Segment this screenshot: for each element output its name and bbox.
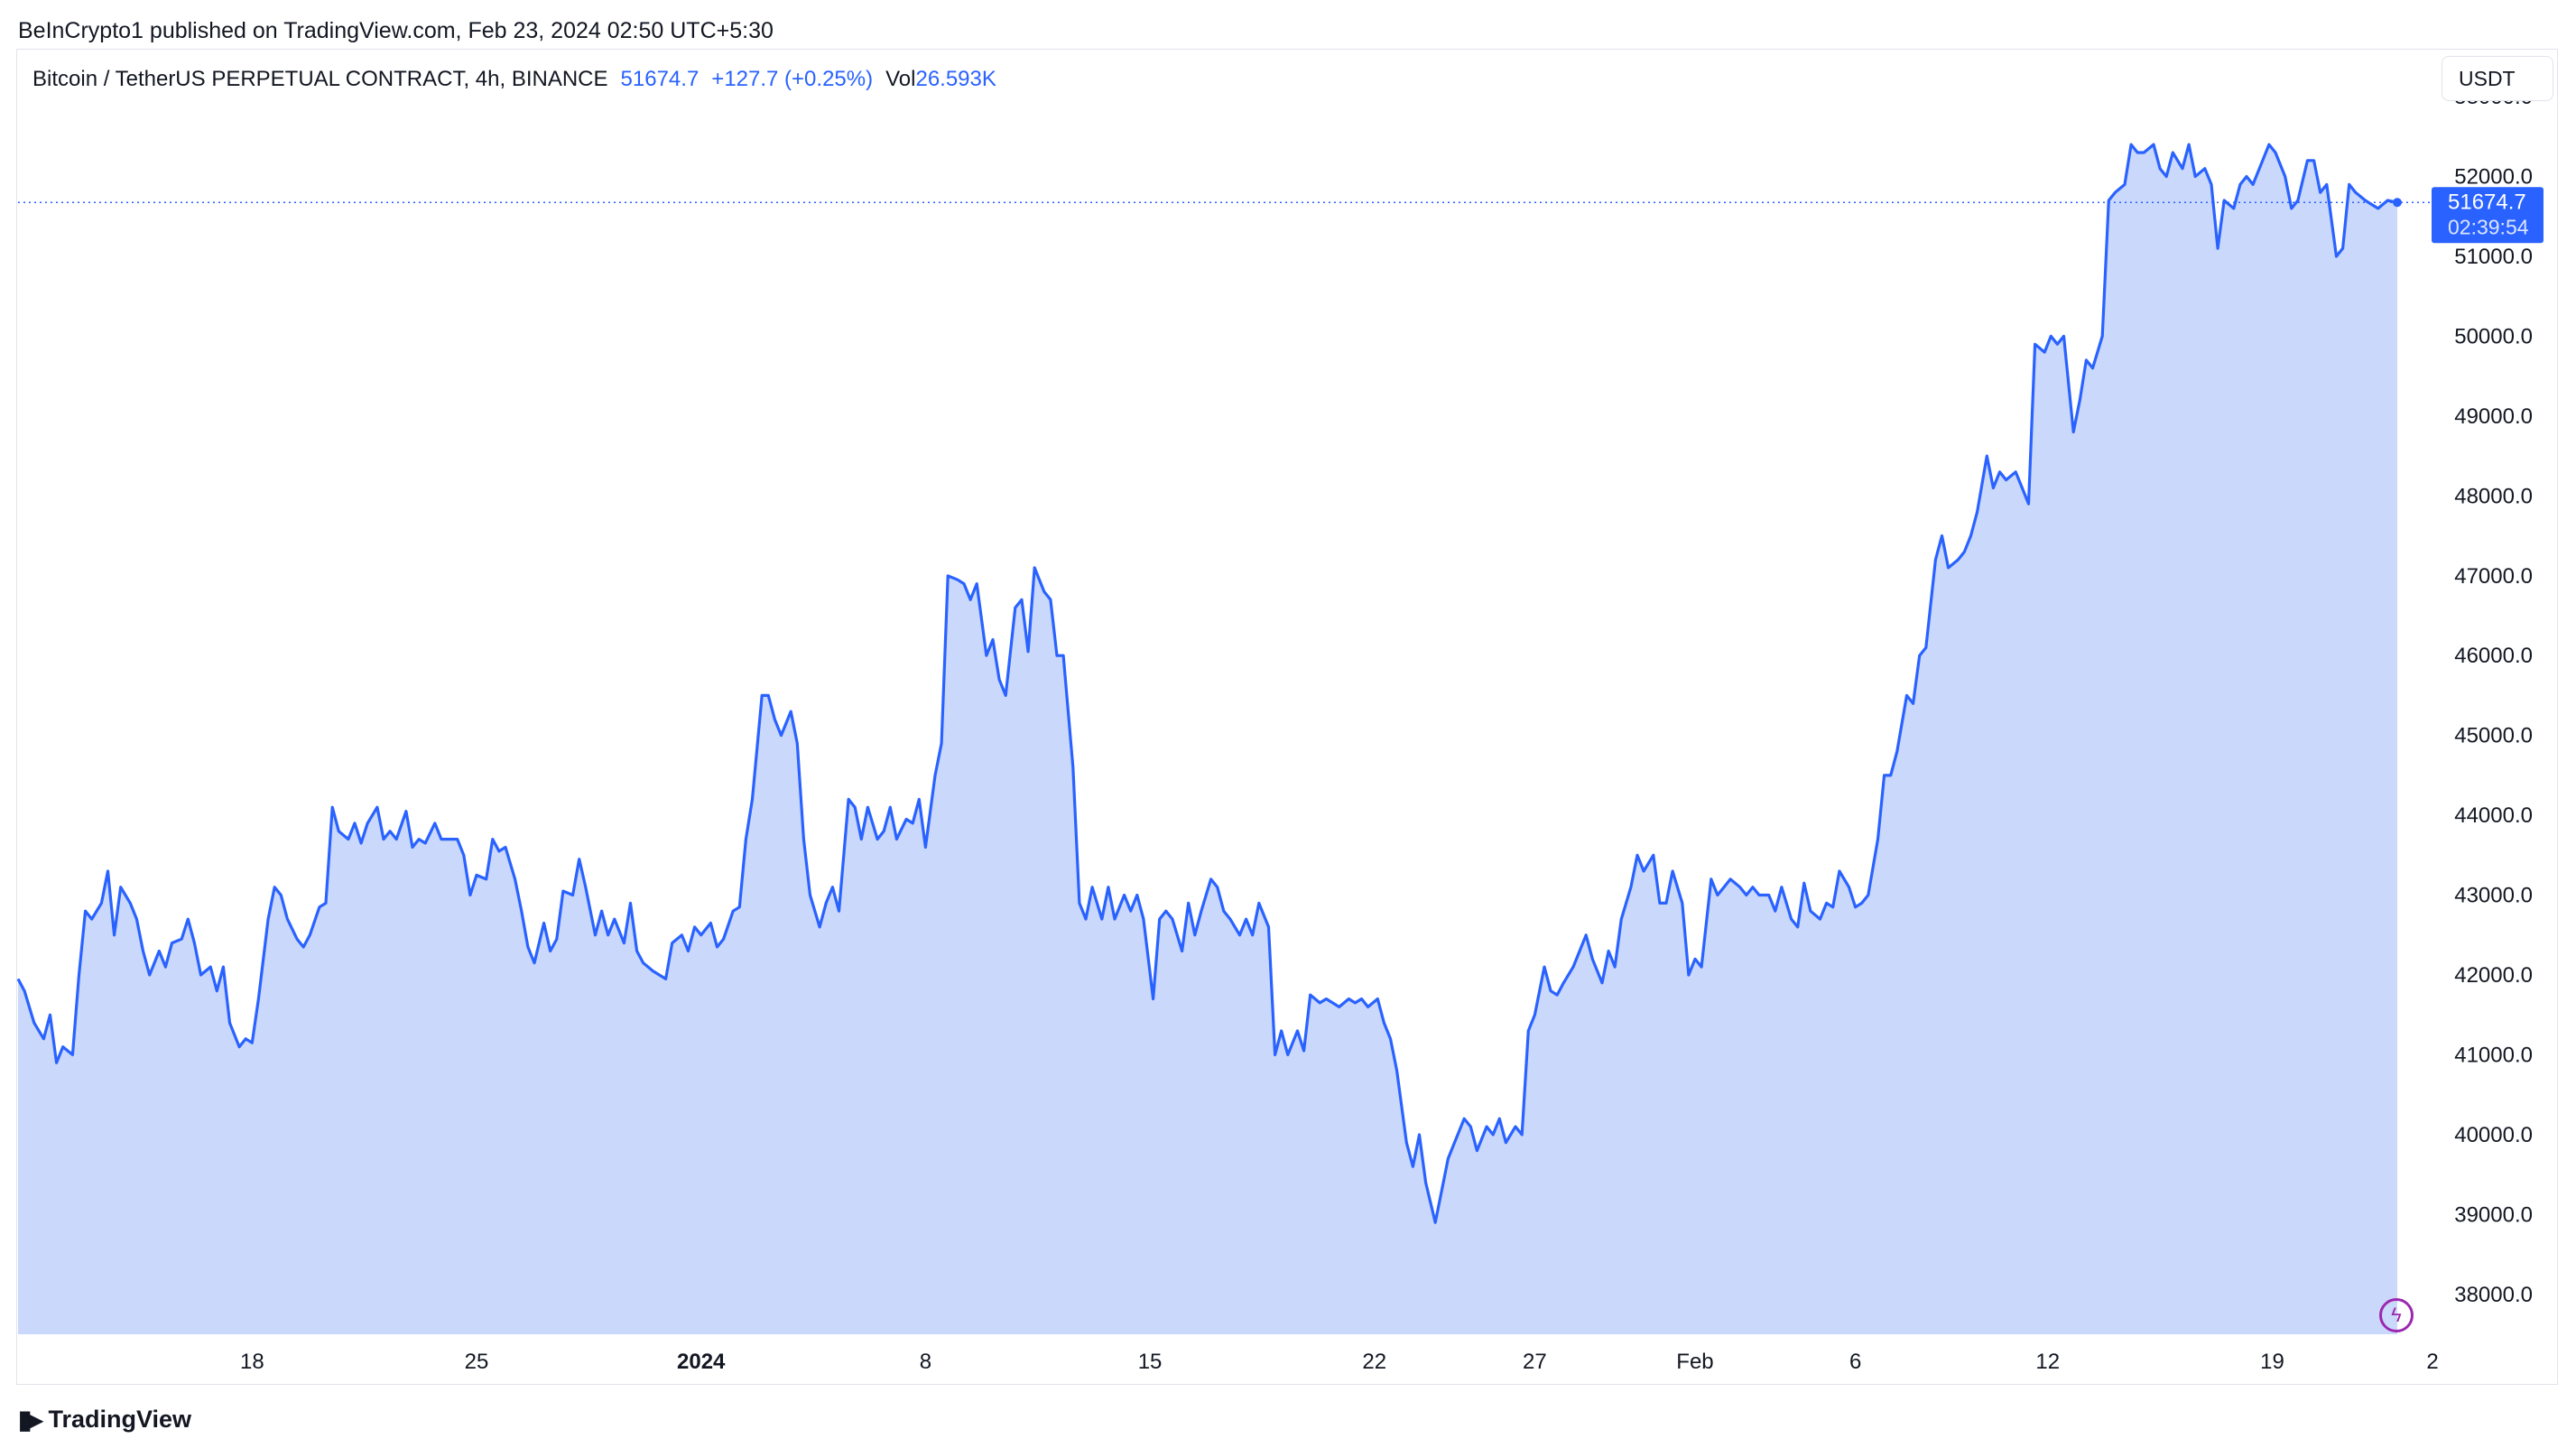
y-tick-label: 44000.0 [2454, 803, 2533, 828]
x-tick-label: 15 [1138, 1350, 1163, 1374]
price-tag-countdown: 02:39:54 [2448, 215, 2529, 238]
x-tick-label: 2024 [677, 1350, 726, 1374]
y-tick-label: 41000.0 [2454, 1043, 2533, 1067]
tradingview-logo-text: TradingView [48, 1406, 192, 1433]
x-tick-label: 25 [465, 1350, 489, 1374]
tradingview-logo[interactable]: ▮▸ TradingView [18, 1405, 191, 1434]
y-tick-label: 43000.0 [2454, 884, 2533, 908]
x-tick-label: 2 [2426, 1350, 2438, 1374]
volume-value: 26.593K [915, 67, 996, 91]
price-axis[interactable]: 38000.0 39000.0 40000.0 41000.0 42000.0 43000… [2454, 85, 2533, 1307]
x-tick-label: 22 [1362, 1350, 1386, 1374]
x-tick-label: Feb [1676, 1350, 1713, 1374]
y-tick-label: 45000.0 [2454, 724, 2533, 748]
last-point-dot [2393, 198, 2402, 208]
currency-button[interactable]: USDT [2442, 56, 2553, 101]
last-price-tag: 51674.702:39:54 [2432, 187, 2544, 244]
y-tick-label: 46000.0 [2454, 644, 2533, 668]
y-tick-label: 38000.0 [2454, 1283, 2533, 1307]
x-tick-label: 19 [2260, 1350, 2284, 1374]
price-change-value: +127.7 (+0.25%) [711, 67, 874, 91]
y-tick-label: 50000.0 [2454, 324, 2533, 348]
y-tick-label: 51000.0 [2454, 245, 2533, 269]
y-tick-label: 39000.0 [2454, 1202, 2533, 1227]
y-tick-label: 52000.0 [2454, 165, 2533, 190]
tradingview-logo-icon: ▮▸ [18, 1406, 43, 1434]
x-tick-label: 6 [1849, 1350, 1861, 1374]
last-price-value: 51674.7 [620, 67, 700, 91]
y-tick-label: 49000.0 [2454, 404, 2533, 429]
price-area-fill [18, 144, 2397, 1335]
plot-area [16, 143, 2439, 1335]
price-tag-value: 51674.7 [2448, 190, 2526, 214]
y-tick-label: 47000.0 [2454, 564, 2533, 589]
time-axis[interactable]: 18 25 2024 8 15 22 27 Feb 6 12 19 2 [240, 1350, 2439, 1374]
x-tick-label: 18 [240, 1350, 264, 1374]
symbol-title[interactable]: Bitcoin / TetherUS PERPETUAL CONTRACT, 4… [32, 67, 608, 91]
price-tag-box [2432, 187, 2544, 244]
chart-frame [16, 49, 2558, 1385]
volume-label: Vol [885, 67, 916, 91]
publisher-line: BeInCrypto1 published on TradingView.com… [18, 18, 774, 43]
y-tick-label: 42000.0 [2454, 963, 2533, 988]
x-tick-label: 27 [1523, 1350, 1547, 1374]
y-tick-label: 40000.0 [2454, 1123, 2533, 1147]
x-tick-label: 12 [2035, 1350, 2060, 1374]
symbol-legend[interactable]: Bitcoin / TetherUS PERPETUAL CONTRACT, 4… [32, 67, 996, 92]
x-tick-label: 8 [920, 1350, 931, 1374]
lightning-bolt-icon[interactable]: ϟ [2379, 1298, 2414, 1332]
price-line[interactable] [16, 143, 2398, 1224]
y-tick-label: 48000.0 [2454, 484, 2533, 508]
